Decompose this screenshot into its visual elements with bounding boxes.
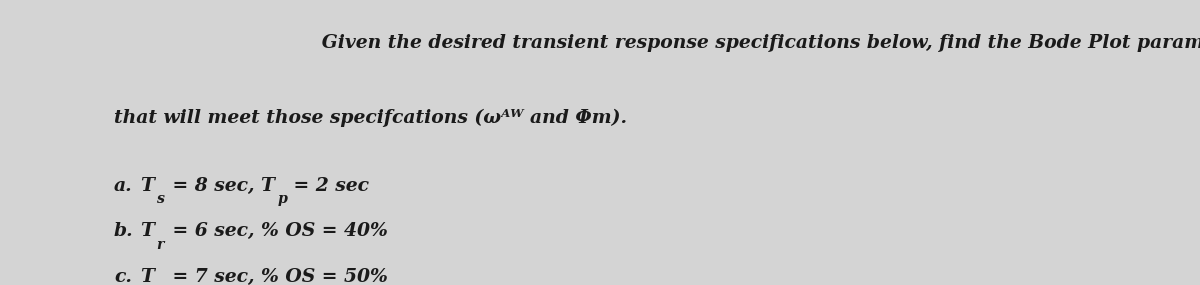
Text: T: T bbox=[140, 268, 155, 285]
Text: = 8 sec, T: = 8 sec, T bbox=[166, 177, 275, 195]
Text: = 7 sec, % OS = 50%: = 7 sec, % OS = 50% bbox=[166, 268, 388, 285]
Text: = 6 sec, % OS = 40%: = 6 sec, % OS = 40% bbox=[166, 222, 388, 240]
Text: T: T bbox=[140, 177, 155, 195]
Text: Given the desired transient response specifications below, find the Bode Plot pa: Given the desired transient response spe… bbox=[318, 34, 1200, 52]
Text: = 2 sec: = 2 sec bbox=[287, 177, 368, 195]
Text: c.: c. bbox=[114, 268, 132, 285]
Text: a.: a. bbox=[114, 177, 133, 195]
Text: that will meet those specifcations (ωᴬᵂ and Φm).: that will meet those specifcations (ωᴬᵂ … bbox=[114, 108, 628, 127]
Text: s: s bbox=[156, 284, 164, 285]
Text: r: r bbox=[156, 238, 163, 252]
Text: T: T bbox=[140, 222, 155, 240]
Text: s: s bbox=[156, 192, 164, 206]
Text: b.: b. bbox=[114, 222, 133, 240]
Text: p: p bbox=[277, 192, 287, 206]
